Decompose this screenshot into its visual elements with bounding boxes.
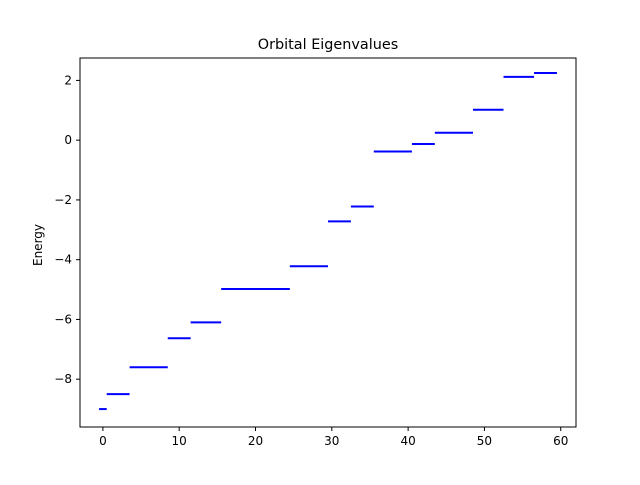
x-tick-label: 10	[172, 434, 187, 448]
y-tick-label: −2	[54, 193, 72, 207]
y-tick-label: −8	[54, 372, 72, 386]
x-tick-label: 50	[477, 434, 492, 448]
y-tick-label: −4	[54, 253, 72, 267]
x-tick-label: 60	[553, 434, 568, 448]
axis-ticks: 0 10 20 30 40 50 60 −8 −6 −4 −2 0 2	[54, 73, 568, 448]
x-tick-label: 20	[248, 434, 263, 448]
chart-title: Orbital Eigenvalues	[258, 37, 398, 53]
y-axis-label: Energy	[31, 224, 45, 266]
x-tick-label: 0	[99, 434, 107, 448]
y-tick-label: 2	[64, 73, 72, 87]
energy-levels	[99, 71, 557, 411]
plot-area-frame	[79, 57, 577, 428]
y-tick-label: 0	[64, 133, 72, 147]
x-tick-label: 40	[400, 434, 415, 448]
x-tick-label: 30	[324, 434, 339, 448]
y-tick-label: −6	[54, 312, 72, 326]
